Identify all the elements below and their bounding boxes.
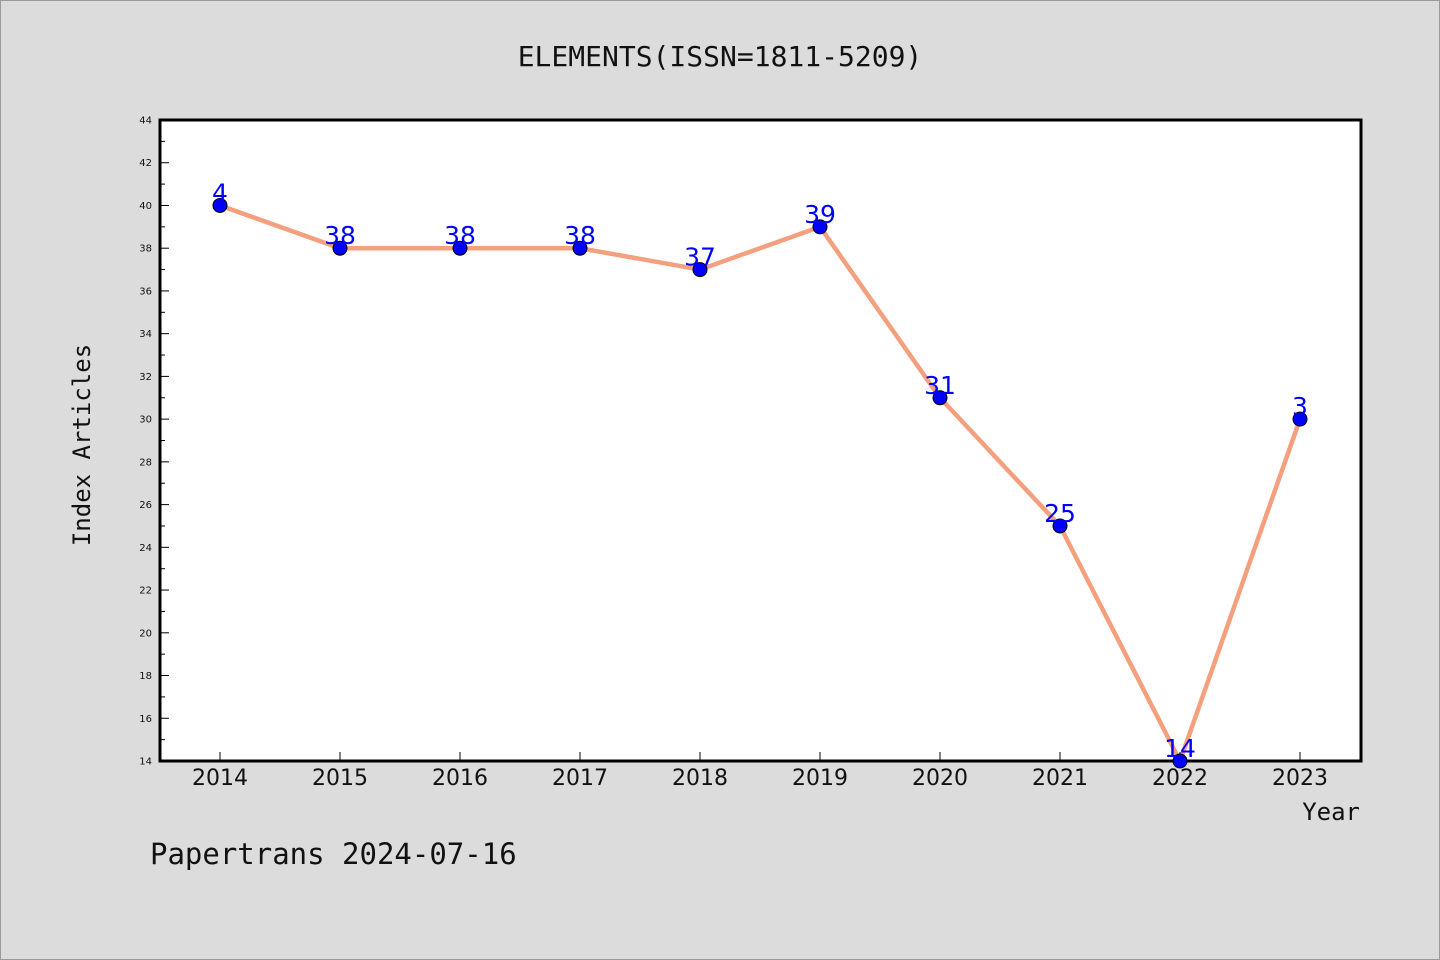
y-tick-label: 30	[139, 415, 152, 426]
y-tick-label: 38	[139, 244, 152, 255]
data-labels: 4 38 38 38 37 39 31 25 14 3	[212, 178, 1308, 763]
y-tick-label: 22	[139, 586, 152, 597]
data-point	[1292, 411, 1308, 427]
y-tick-label: 40	[139, 201, 152, 212]
data-point	[572, 240, 588, 256]
data-label: 38	[324, 221, 356, 250]
data-label: 14	[1164, 734, 1196, 763]
y-tick-label: 28	[139, 457, 152, 468]
x-tick-label: 2020	[912, 766, 968, 791]
x-tick-label: 2021	[1032, 766, 1088, 791]
data-point	[812, 219, 828, 235]
y-axis-label: Index Articles	[68, 344, 96, 546]
x-tick-label: 2022	[1152, 766, 1208, 791]
series-line	[219, 203, 1303, 764]
y-tick-label: 26	[139, 500, 152, 511]
x-tick-label: 2016	[432, 766, 488, 791]
x-tick-label: 2015	[312, 766, 368, 791]
data-point	[332, 240, 348, 256]
y-tick-label: 24	[139, 543, 152, 554]
x-tick-label: 2018	[672, 766, 728, 791]
x-axis: 2014 2015 2016 2017 2018 2019 2020 2021 2022 2023	[192, 752, 1328, 791]
data-label: 31	[924, 371, 956, 400]
data-point	[452, 240, 468, 256]
data-point	[692, 262, 708, 278]
chart-title: ELEMENTS(ISSN=1811-5209)	[518, 40, 923, 73]
data-label: 4	[212, 178, 228, 207]
y-tick-label: 36	[139, 286, 152, 297]
y-tick-label: 42	[139, 158, 152, 169]
data-label: 39	[804, 200, 836, 229]
y-tick-label: 18	[139, 671, 152, 682]
data-label: 38	[564, 221, 596, 250]
y-tick-label: 44	[139, 116, 152, 127]
data-point	[932, 390, 948, 406]
y-tick-label: 34	[139, 329, 152, 340]
data-label: 38	[444, 221, 476, 250]
x-tick-label: 2014	[192, 766, 248, 791]
x-tick-label: 2023	[1272, 766, 1328, 791]
y-axis: 14 16 18 20 22 24 26 28 30 32 34 36 38 40 42 44	[139, 116, 169, 768]
plot-area	[158, 118, 1363, 763]
y-tick-label: 20	[139, 628, 152, 639]
x-axis-label: Year	[1302, 798, 1360, 826]
y-tick-label: 16	[139, 714, 152, 725]
data-label: 25	[1044, 499, 1076, 528]
data-point	[212, 197, 228, 213]
data-label: 37	[684, 243, 716, 272]
y-tick-label: 14	[139, 757, 152, 768]
data-label: 3	[1292, 392, 1308, 421]
y-tick-label: 32	[139, 372, 152, 383]
footer-text: Papertrans 2024-07-16	[150, 837, 517, 871]
x-tick-label: 2017	[552, 766, 608, 791]
data-points	[212, 197, 1308, 769]
data-point	[1172, 753, 1188, 769]
x-tick-label: 2019	[792, 766, 848, 791]
data-point	[1052, 518, 1068, 534]
